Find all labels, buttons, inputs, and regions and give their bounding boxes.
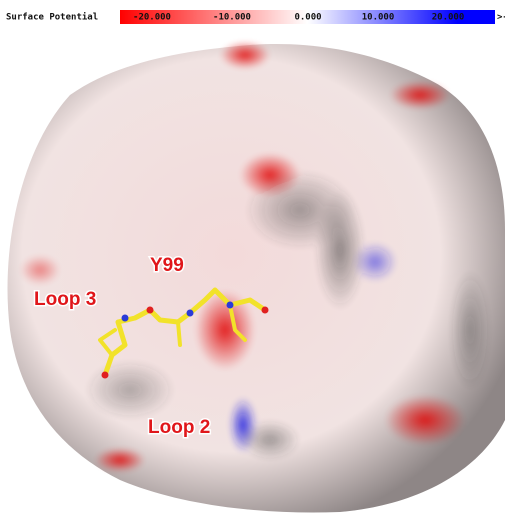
colorbar-title: Surface Potential [6,12,98,23]
scale-label: 0.000 [294,13,321,23]
scale-label: >- [497,13,505,23]
annotation-label: Loop 2 [148,417,210,438]
annotation-label: Loop 3 [34,289,96,310]
scale-label: 10.000 [362,13,395,23]
scale-label: -20.000 [133,13,171,23]
scale-label: -10.000 [213,13,251,23]
scale-label: 20.000 [432,13,465,23]
protein-surface [8,41,505,513]
annotation-label: Y99 [150,255,184,276]
figure: Surface Potential -20.000 -10.000 0.000 10.0… [0,0,505,515]
